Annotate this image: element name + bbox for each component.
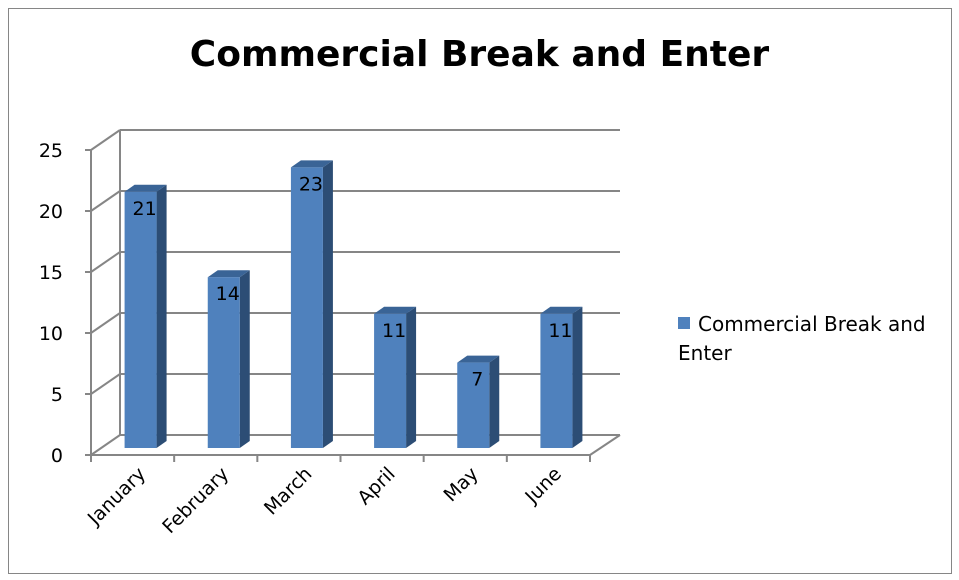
chart-title: Commercial Break and Enter <box>189 34 770 75</box>
bar-side <box>322 160 333 448</box>
data-label: 14 <box>216 283 240 305</box>
x-tick-label: April <box>353 463 399 509</box>
bar-side <box>239 270 250 448</box>
y-tick-label: 0 <box>51 445 63 467</box>
bar <box>457 362 490 448</box>
data-label: 11 <box>382 320 406 342</box>
bar-side <box>572 306 583 448</box>
floor-side-edge <box>589 434 621 456</box>
data-label: 11 <box>548 320 572 342</box>
gridline-slant <box>90 129 121 151</box>
x-tick-label: January <box>83 463 150 530</box>
bar <box>290 167 323 448</box>
gridline-slant <box>90 312 121 334</box>
data-label: 23 <box>299 173 323 195</box>
gridline-slant <box>90 434 121 456</box>
legend-label: Commercial Break and Enter <box>678 312 926 365</box>
bar-side <box>406 306 417 448</box>
bar-side <box>156 184 167 449</box>
bar <box>540 313 573 448</box>
legend-swatch <box>678 317 690 329</box>
bar-top <box>124 184 167 192</box>
bar <box>124 191 157 449</box>
bar-top <box>290 160 333 168</box>
bar <box>374 313 407 448</box>
x-tick-label: February <box>158 463 233 538</box>
bar-top <box>457 355 500 363</box>
y-tick-label: 15 <box>39 262 63 284</box>
y-tick-label: 20 <box>39 201 63 223</box>
data-label: 21 <box>132 198 156 220</box>
bar <box>207 277 240 448</box>
legend: Commercial Break and Enter <box>678 310 953 368</box>
x-tick-label: March <box>260 463 317 520</box>
data-label: 7 <box>471 369 483 391</box>
bar-top <box>540 306 583 314</box>
x-tick-label: May <box>439 463 482 506</box>
bar-side <box>489 355 500 448</box>
bar-top <box>374 306 417 314</box>
y-tick-label: 10 <box>39 323 63 345</box>
gridline-slant <box>90 251 121 273</box>
y-tick-label: 25 <box>39 140 63 162</box>
bar-top <box>207 270 250 278</box>
gridline-slant <box>90 190 121 212</box>
y-tick-label: 5 <box>51 384 63 406</box>
gridline-slant <box>90 373 121 395</box>
x-tick-label: June <box>520 463 566 509</box>
